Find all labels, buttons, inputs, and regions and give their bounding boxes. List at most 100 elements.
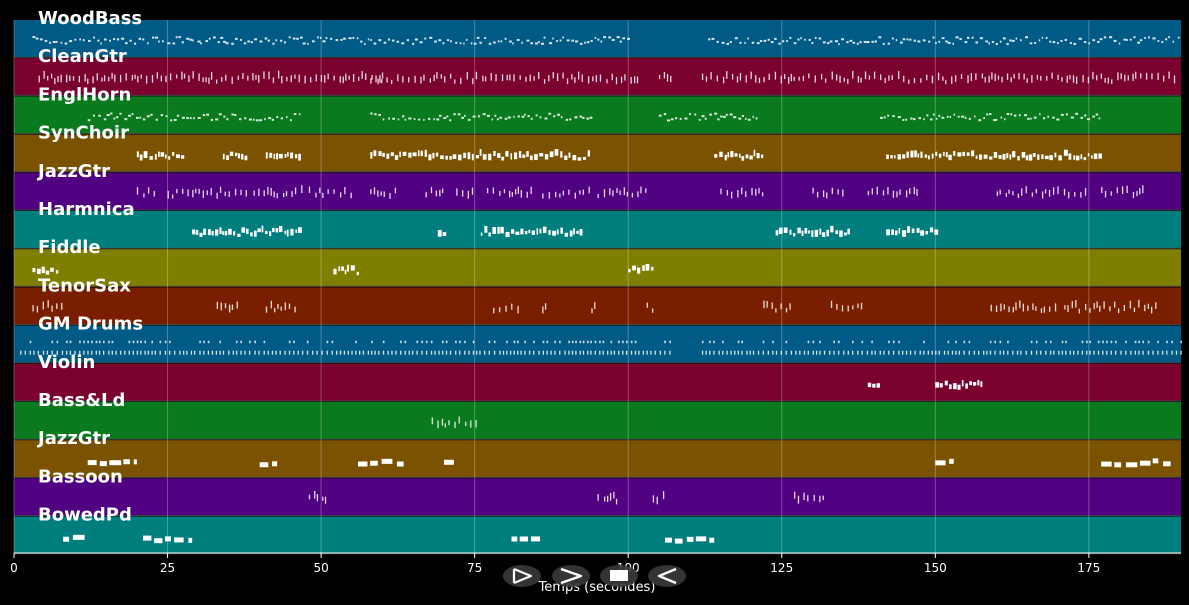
note bbox=[984, 76, 986, 83]
note bbox=[207, 229, 211, 236]
drum-hit bbox=[326, 350, 328, 355]
note bbox=[554, 149, 559, 156]
note bbox=[423, 118, 425, 121]
note bbox=[686, 536, 694, 542]
note bbox=[319, 36, 322, 39]
note bbox=[79, 38, 81, 41]
drum-hit bbox=[812, 340, 815, 344]
drum-hit bbox=[169, 350, 171, 355]
note bbox=[615, 76, 618, 85]
note bbox=[302, 42, 306, 45]
note bbox=[1044, 155, 1049, 160]
drum-hit bbox=[590, 350, 592, 355]
drum-hit bbox=[999, 340, 1002, 344]
drum-hit bbox=[347, 350, 349, 355]
note bbox=[910, 150, 914, 158]
note bbox=[388, 117, 391, 120]
note bbox=[920, 78, 922, 83]
forward-button[interactable] bbox=[552, 565, 590, 587]
drum-hit bbox=[1016, 350, 1019, 355]
note bbox=[212, 36, 216, 39]
note bbox=[265, 152, 268, 159]
track-label-13: Bassoon bbox=[38, 466, 123, 487]
drum-hit bbox=[861, 340, 864, 344]
stop-button[interactable] bbox=[600, 565, 638, 587]
note bbox=[383, 41, 387, 44]
note bbox=[555, 191, 557, 198]
note bbox=[841, 305, 844, 312]
drum-hit bbox=[79, 350, 81, 355]
note bbox=[899, 189, 901, 195]
note bbox=[288, 36, 291, 39]
note bbox=[539, 116, 542, 119]
drum-hit bbox=[336, 350, 338, 355]
drum-hit bbox=[741, 340, 743, 344]
note bbox=[412, 42, 415, 45]
track-label-10: Violin bbox=[38, 352, 95, 373]
note bbox=[493, 150, 496, 156]
note bbox=[926, 74, 928, 81]
drum-hit bbox=[144, 350, 146, 355]
note bbox=[202, 114, 206, 117]
drum-hit bbox=[923, 350, 925, 355]
note bbox=[1009, 154, 1012, 160]
drum-hit bbox=[772, 350, 774, 355]
track-lane-3 bbox=[14, 96, 1181, 134]
note bbox=[1152, 458, 1159, 464]
note bbox=[273, 153, 276, 160]
note bbox=[147, 42, 149, 45]
note bbox=[953, 383, 957, 390]
note bbox=[560, 116, 563, 119]
note bbox=[1043, 306, 1046, 313]
note bbox=[708, 38, 711, 41]
note bbox=[965, 383, 968, 389]
note bbox=[906, 38, 909, 41]
note bbox=[286, 229, 289, 237]
note bbox=[32, 267, 36, 273]
note bbox=[333, 268, 337, 275]
drum-hit bbox=[1053, 350, 1055, 355]
note bbox=[350, 265, 355, 271]
note bbox=[615, 498, 618, 505]
note bbox=[324, 496, 327, 504]
note bbox=[1035, 189, 1037, 194]
button-background bbox=[503, 565, 541, 587]
note bbox=[887, 187, 889, 195]
note bbox=[789, 36, 792, 39]
note bbox=[945, 151, 948, 158]
note bbox=[590, 39, 593, 42]
note bbox=[1012, 191, 1014, 196]
note bbox=[1109, 36, 1113, 39]
drum-hit bbox=[938, 350, 940, 355]
note bbox=[595, 75, 597, 83]
drum-hit bbox=[1171, 340, 1173, 344]
note bbox=[1041, 154, 1044, 159]
drum-hit bbox=[475, 350, 478, 355]
note bbox=[597, 38, 600, 41]
play-button[interactable] bbox=[503, 565, 541, 587]
note bbox=[768, 73, 770, 81]
note bbox=[446, 39, 450, 42]
note bbox=[195, 229, 199, 235]
note bbox=[549, 151, 554, 158]
note bbox=[223, 115, 226, 118]
note bbox=[1034, 41, 1037, 44]
drum-hit bbox=[263, 350, 265, 355]
note bbox=[327, 73, 329, 80]
note bbox=[160, 114, 164, 117]
drum-hit bbox=[1089, 350, 1091, 355]
note bbox=[733, 116, 737, 119]
drum-hit bbox=[741, 350, 743, 355]
note bbox=[1063, 188, 1066, 196]
note bbox=[978, 119, 982, 122]
note bbox=[719, 151, 723, 158]
drum-hit bbox=[459, 340, 461, 344]
note bbox=[396, 40, 400, 43]
note bbox=[767, 38, 770, 41]
rewind-button[interactable] bbox=[648, 565, 686, 587]
note bbox=[1013, 74, 1015, 79]
note bbox=[476, 36, 480, 39]
note bbox=[941, 116, 945, 119]
note bbox=[124, 118, 128, 121]
